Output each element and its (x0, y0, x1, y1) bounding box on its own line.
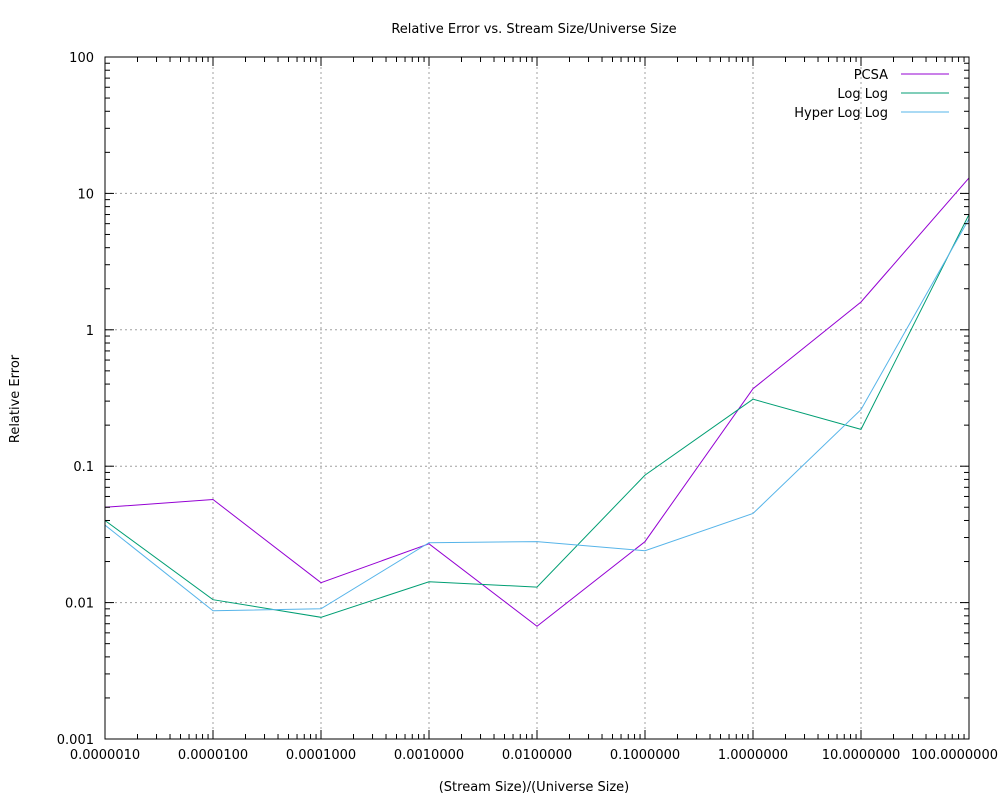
legend-label-log-log: Log Log (837, 87, 888, 102)
series-lines (104, 177, 970, 627)
legend: PCSA Log Log Hyper Log Log (794, 68, 949, 121)
x-tick-label: 10.0000000 (822, 748, 901, 763)
y-tick-label: 10 (77, 187, 94, 202)
y-tick-label: 100 (69, 51, 94, 66)
x-axis-label: (Stream Size)/(Universe Size) (439, 780, 630, 795)
grid-lines (105, 57, 969, 739)
chart-title: Relative Error vs. Stream Size/Universe … (391, 22, 676, 37)
x-tick-label: 0.0000010 (70, 748, 140, 763)
y-tick-label: 0.001 (57, 733, 94, 748)
x-tick-label: 1.0000000 (718, 748, 788, 763)
series-line-pcsa (104, 177, 970, 627)
axis-ticks (104, 56, 970, 740)
x-tick-label: 0.0001000 (286, 748, 356, 763)
x-tick-label: 0.0000100 (178, 748, 248, 763)
x-tick-label: 0.1000000 (610, 748, 680, 763)
y-tick-label: 1 (86, 324, 94, 339)
y-tick-labels: 0.001 0.01 0.1 1 10 100 (57, 51, 94, 748)
x-tick-label: 100.0000000 (911, 748, 998, 763)
legend-label-hyper-log-log: Hyper Log Log (794, 106, 888, 121)
series-line-log-log (104, 214, 970, 618)
series-line-hyper-log-log (104, 218, 970, 612)
y-axis-label: Relative Error (8, 354, 23, 443)
x-tick-labels: 0.0000010 0.0000100 0.0001000 0.0010000 0.01… (70, 748, 998, 763)
y-tick-label: 0.1 (73, 460, 94, 475)
x-tick-label: 0.0100000 (502, 748, 572, 763)
x-tick-label: 0.0010000 (394, 748, 464, 763)
legend-label-pcsa: PCSA (854, 68, 888, 83)
y-tick-label: 0.01 (65, 597, 94, 612)
